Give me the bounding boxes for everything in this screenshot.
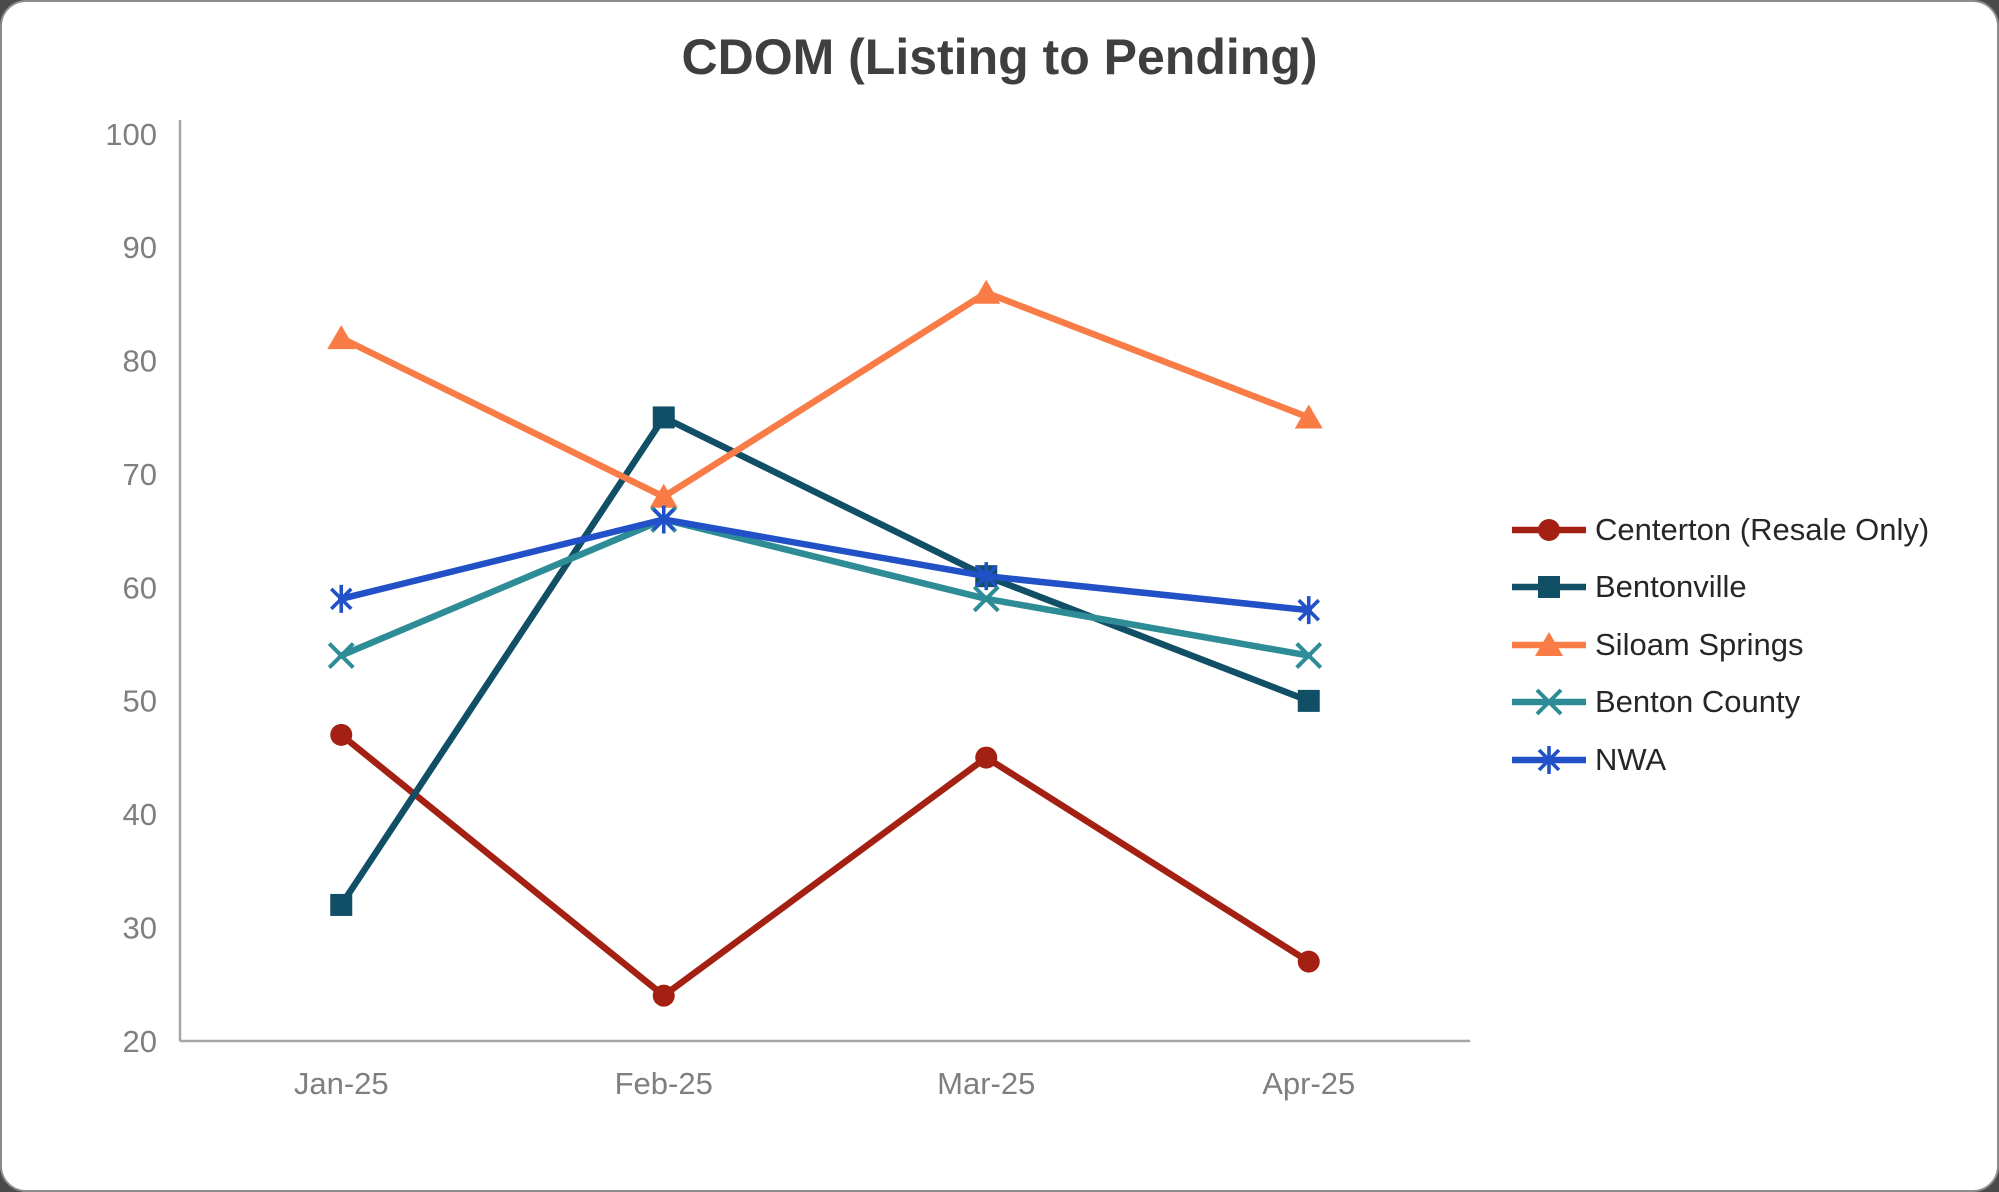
series-marker-asterisk <box>1537 745 1561 774</box>
series-line-bentonville <box>338 414 1312 909</box>
legend-row-siloam-springs: Siloam Springs <box>1510 616 1929 674</box>
y-tick-label: 90 <box>123 230 157 265</box>
x-category-label: Jan-25 <box>294 1066 389 1101</box>
series-line-siloam-springs <box>338 289 1312 501</box>
series-marker-circle <box>1297 950 1320 973</box>
series-benton-county <box>327 506 1323 669</box>
series-marker-circle <box>1538 518 1560 541</box>
y-tick-label: 40 <box>123 797 157 832</box>
legend-row-centerton-resale-only: Centerton (Resale Only) <box>1510 501 1929 559</box>
y-tick-label: 70 <box>123 457 157 492</box>
series-marker-circle <box>975 746 998 769</box>
series-line-benton-county <box>338 516 1312 659</box>
chart-title: CDOM (Listing to Pending) <box>681 29 1318 85</box>
series-marker-x <box>972 585 1000 613</box>
series-marker-square <box>330 893 353 916</box>
series-siloam-springs <box>327 279 1323 508</box>
legend-row-bentonville: Bentonville <box>1510 559 1929 617</box>
series-marker-circle <box>330 723 353 746</box>
series-marker-square <box>652 406 675 429</box>
legend-label: Benton County <box>1595 684 1801 720</box>
series-marker-triangle <box>649 483 678 508</box>
series-line-nwa <box>338 516 1312 614</box>
legend-marker-sample <box>1512 745 1586 774</box>
legend-label: NWA <box>1595 741 1667 777</box>
series-marker-asterisk <box>1297 596 1321 625</box>
series-marker-triangle <box>1294 404 1323 429</box>
y-tick-label: 100 <box>105 117 157 152</box>
legend: Centerton (Resale Only) Bentonville Siloam… <box>1510 501 1929 789</box>
series-marker-triangle <box>1535 631 1563 656</box>
y-tick-label: 80 <box>123 344 157 379</box>
series-bentonville <box>330 406 1320 916</box>
x-category-label: Apr-25 <box>1262 1066 1355 1101</box>
series-marker-square <box>1297 689 1320 712</box>
x-category-label: Mar-25 <box>937 1066 1035 1101</box>
legend-label: Centerton (Resale Only) <box>1595 511 1930 547</box>
series-centerton-resale-only <box>330 723 1320 1007</box>
legend-label: Siloam Springs <box>1595 626 1804 662</box>
y-tick-label: 20 <box>123 1024 157 1059</box>
series-marker-triangle <box>327 325 356 350</box>
series-marker-x <box>1535 688 1563 716</box>
series-marker-asterisk <box>974 562 998 591</box>
series-marker-asterisk <box>329 584 353 613</box>
legend-marker-sample <box>1512 688 1586 716</box>
series-marker-circle <box>652 984 675 1007</box>
x-category-label: Feb-25 <box>615 1066 713 1101</box>
series-line-centerton-resale-only <box>338 731 1312 999</box>
legend-marker-sample <box>1512 518 1586 541</box>
y-tick-label: 30 <box>123 910 157 945</box>
y-tick-label: 50 <box>123 684 157 719</box>
y-tick-label: 60 <box>123 570 157 605</box>
legend-row-benton-county: Benton County <box>1510 674 1929 732</box>
series-marker-asterisk <box>652 505 676 534</box>
series-marker-triangle <box>972 279 1001 304</box>
series-nwa <box>329 505 1321 625</box>
series-marker-x <box>327 642 355 669</box>
legend-marker-sample <box>1512 576 1586 599</box>
legend-marker-sample <box>1512 631 1586 656</box>
series-marker-x <box>1295 642 1323 669</box>
legend-label: Bentonville <box>1595 569 1747 605</box>
legend-row-nwa: NWA <box>1510 731 1929 789</box>
series-marker-square <box>1538 576 1560 599</box>
